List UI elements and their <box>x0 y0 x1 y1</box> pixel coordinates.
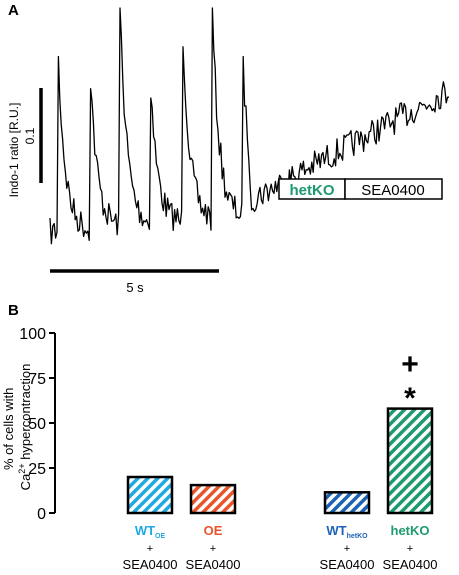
condition-box-green-label: hetKO <box>290 182 335 199</box>
panel-a-scalebar-y-label: 0.1 <box>23 127 37 144</box>
bar-2 <box>323 491 371 515</box>
panel-b-ylabel: % of cells with Ca2+ hypercontraction <box>1 364 33 491</box>
panel-b-x-labels: WTOE + SEA0400 OE + SEA0400 WThetKO + SEA0400 het… <box>123 523 438 572</box>
panel-a-letter: A <box>8 2 19 19</box>
x-label-name: WTOE <box>135 523 166 540</box>
y-tick-label: 50 <box>28 416 46 433</box>
panel-b-significance: +* <box>401 348 419 415</box>
panel-b-bars <box>126 407 434 515</box>
y-tick-label: 25 <box>28 461 46 478</box>
x-label-drug: SEA0400 <box>383 557 438 572</box>
x-label-plus: + <box>147 543 153 555</box>
bar-0 <box>126 475 174 515</box>
x-label-plus: + <box>210 543 216 555</box>
panel-a-scalebar-x-label: 5 s <box>126 280 144 295</box>
bar-1 <box>189 483 237 515</box>
x-label-drug: SEA0400 <box>123 557 178 572</box>
x-label-name: hetKO <box>391 523 430 538</box>
x-label-name: WThetKO <box>326 523 368 540</box>
x-label-drug: SEA0400 <box>320 557 375 572</box>
panel-b-letter: B <box>8 302 19 319</box>
x-label-plus: + <box>407 543 413 555</box>
y-tick-label: 75 <box>28 371 46 388</box>
y-tick-label: 0 <box>37 506 46 523</box>
x-label-drug: SEA0400 <box>186 557 241 572</box>
significance-star: * <box>404 382 416 415</box>
panel-a-ylabel: Indo-1 ratio [R.U.] <box>7 103 21 198</box>
y-tick-label: 100 <box>19 326 46 343</box>
bar-3 <box>386 407 434 515</box>
condition-box-white-label: SEA0400 <box>361 182 424 199</box>
calcium-trace <box>49 7 449 245</box>
x-label-plus: + <box>344 543 350 555</box>
panel-b-y-axis: 0 25 50 75 100 <box>19 326 56 523</box>
x-label-name: OE <box>204 523 223 538</box>
condition-box-white <box>344 178 443 200</box>
significance-plus: + <box>401 348 419 381</box>
